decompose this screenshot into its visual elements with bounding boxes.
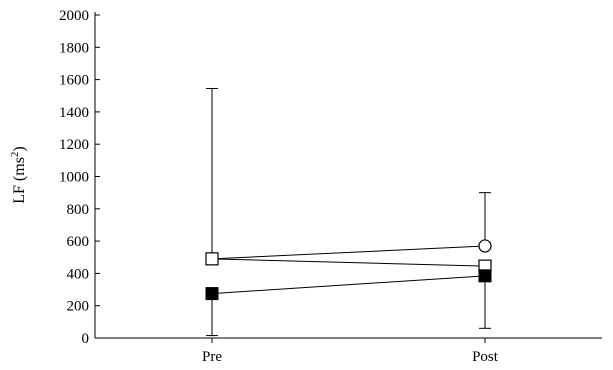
x-tick-label-pre: Pre <box>202 349 222 365</box>
marker-filled-square-post <box>478 269 492 283</box>
y-axis-title-superscript: 2 <box>9 152 21 158</box>
y-tick-label-400: 400 <box>67 266 90 282</box>
y-tick-label-1200: 1200 <box>59 137 89 153</box>
y-tick-label-1000: 1000 <box>59 170 89 186</box>
y-tick-label-200: 200 <box>67 299 90 315</box>
y-tick-label-800: 800 <box>67 202 90 218</box>
series-line-filled-square <box>211 275 486 295</box>
series-line-open-square <box>211 258 486 267</box>
y-tick-label-2000: 2000 <box>59 8 89 24</box>
marker-filled-square-pre <box>205 287 219 301</box>
x-axis-ticks: Pre Post <box>202 338 499 365</box>
y-tick-label-600: 600 <box>67 234 90 250</box>
error-bars <box>206 87 491 337</box>
y-axis-title-close: ) <box>11 146 28 151</box>
y-axis-ticks: 0 200 400 600 800 1000 1200 1400 1600 1800 2000 <box>59 8 100 347</box>
y-axis-title: LF (ms2) <box>9 146 28 204</box>
y-axis-title-main: LF (ms <box>11 157 28 204</box>
marker-open-circle-post <box>478 239 492 253</box>
x-tick-label-post: Post <box>472 349 499 365</box>
series-markers <box>205 239 492 301</box>
y-tick-label-1400: 1400 <box>59 105 89 121</box>
y-tick-label-0: 0 <box>82 331 90 347</box>
series-line-open-circle <box>211 245 486 260</box>
y-tick-label-1600: 1600 <box>59 73 89 89</box>
y-tick-label-1800: 1800 <box>59 40 89 56</box>
series-lines <box>211 245 486 295</box>
marker-open-square-pre <box>205 252 219 266</box>
